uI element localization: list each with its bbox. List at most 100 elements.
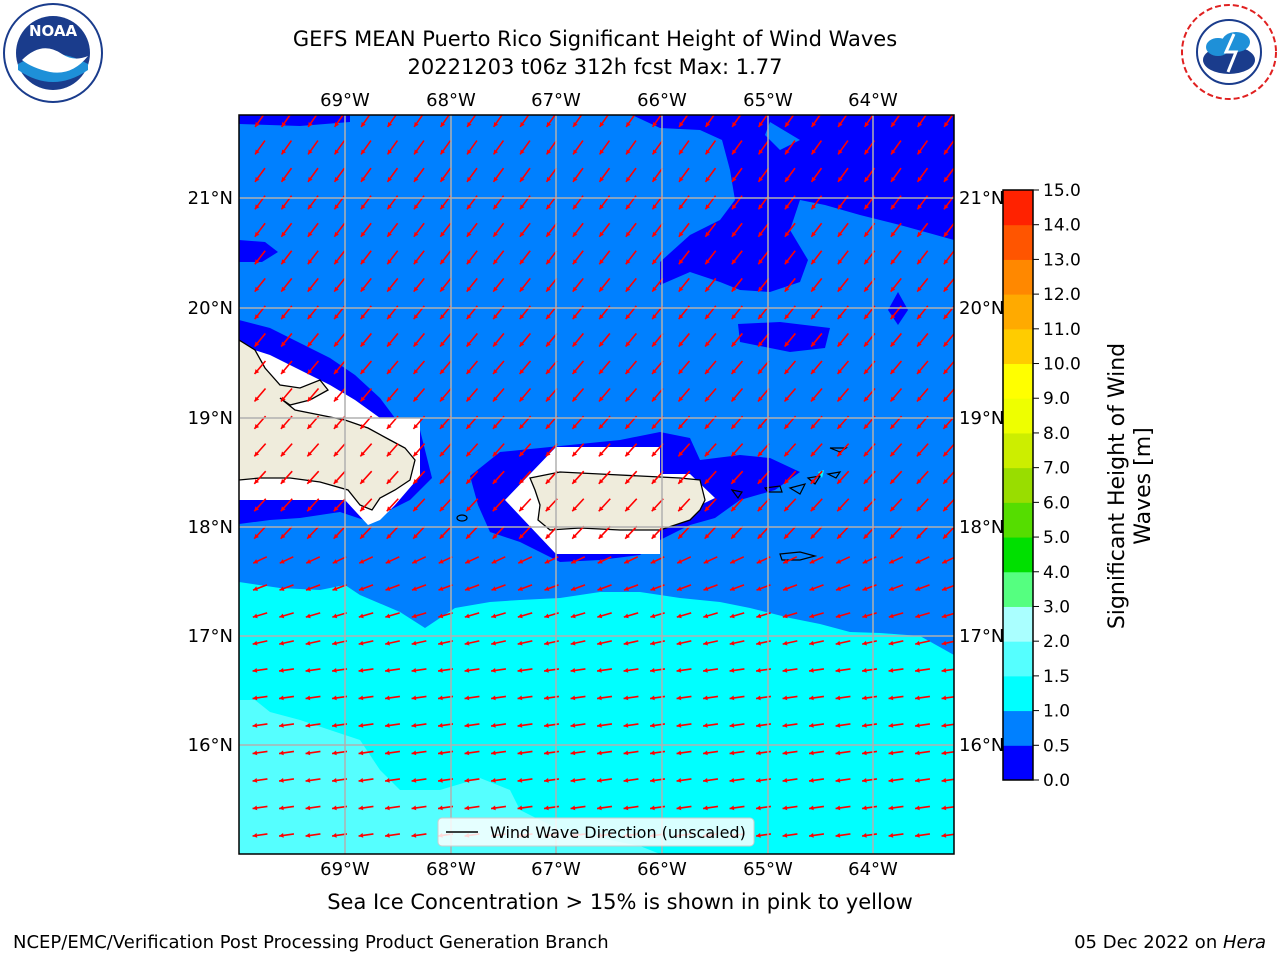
wave-direction-arrow xyxy=(862,640,877,646)
wave-direction-arrow xyxy=(278,668,295,673)
wave-direction-arrow xyxy=(704,332,717,348)
wave-direction-arrow xyxy=(306,443,320,457)
wave-direction-arrow xyxy=(598,443,611,457)
wave-direction-arrow xyxy=(386,277,399,293)
wave-direction-arrow xyxy=(360,167,372,183)
wave-direction-arrow xyxy=(413,140,425,155)
wave-direction-arrow xyxy=(305,833,321,838)
wave-direction-arrow xyxy=(492,470,505,485)
wave-direction-arrow xyxy=(783,525,797,540)
lon-label-bottom: 68°W xyxy=(426,859,476,880)
wave-direction-arrow xyxy=(519,140,531,155)
wave-direction-arrow xyxy=(783,470,797,485)
wave-direction-arrow xyxy=(782,723,798,728)
wave-direction-arrow xyxy=(306,388,320,402)
wave-direction-arrow xyxy=(784,250,796,265)
wave-direction-arrow xyxy=(572,250,584,265)
wave-direction-arrow xyxy=(810,332,823,348)
wave-direction-arrow xyxy=(305,584,321,591)
wave-direction-arrow xyxy=(360,222,372,238)
lon-label-bottom: 65°W xyxy=(743,859,793,880)
wave-direction-arrow xyxy=(384,778,401,783)
wave-direction-arrow xyxy=(676,640,692,646)
wave-direction-arrow xyxy=(651,250,664,265)
wave-direction-arrow xyxy=(492,360,505,375)
wave-direction-arrow xyxy=(412,443,426,457)
wave-direction-arrow xyxy=(280,498,293,512)
wave-direction-arrow xyxy=(305,640,321,646)
colorbar-swatch xyxy=(1003,745,1033,781)
wave-direction-arrow xyxy=(360,140,372,155)
wave-direction-arrow xyxy=(624,470,638,485)
wave-direction-arrow xyxy=(280,388,293,402)
colorbar-tick-label: 5.0 xyxy=(1043,528,1070,548)
wave-direction-arrow xyxy=(545,277,558,293)
wave-direction-arrow xyxy=(438,556,453,564)
wave-direction-arrow xyxy=(598,277,611,293)
wave-direction-arrow xyxy=(624,498,638,512)
wave-direction-arrow xyxy=(651,167,664,183)
wave-direction-arrow xyxy=(305,668,321,673)
wave-direction-arrow xyxy=(545,250,558,265)
wave-direction-arrow xyxy=(702,750,719,756)
wave-direction-arrow xyxy=(490,723,507,728)
sea-ice-note: Sea Ice Concentration > 15% is shown in … xyxy=(0,890,1280,914)
lon-label-top: 66°W xyxy=(637,90,687,111)
wave-direction-arrow xyxy=(491,584,506,591)
wave-direction-arrow xyxy=(890,277,902,293)
wave-direction-arrow xyxy=(385,612,400,619)
wave-direction-arrow xyxy=(332,584,347,591)
wave-direction-arrow xyxy=(703,640,718,646)
wave-direction-arrow xyxy=(412,498,426,512)
wave-direction-arrow xyxy=(517,805,533,811)
wave-direction-arrow xyxy=(704,388,717,402)
wave-direction-arrow xyxy=(280,470,293,485)
wave-direction-arrow xyxy=(439,222,452,238)
wave-direction-arrow xyxy=(861,778,878,783)
wave-direction-arrow xyxy=(439,277,452,293)
wave-direction-arrow xyxy=(676,723,692,728)
wave-direction-arrow xyxy=(677,525,691,540)
colorbar-label-line2: Waves [m] xyxy=(1131,427,1156,544)
wave-direction-arrow xyxy=(784,167,796,183)
wave-direction-arrow xyxy=(888,750,904,756)
colorbar-swatch xyxy=(1003,710,1033,746)
wave-direction-arrow xyxy=(915,612,930,619)
colorbar-tick-label: 11.0 xyxy=(1043,320,1081,340)
wave-direction-arrow xyxy=(517,556,533,564)
wave-direction-arrow xyxy=(465,525,479,540)
wave-direction-arrow xyxy=(492,140,505,155)
lat-label-left: 16°N xyxy=(188,735,233,756)
wave-direction-arrow xyxy=(333,277,346,293)
wave-direction-arrow xyxy=(464,640,480,646)
colorbar-tick-label: 3.0 xyxy=(1043,597,1070,617)
wave-direction-arrow xyxy=(862,556,877,564)
wave-direction-arrow xyxy=(386,360,399,375)
wave-direction-arrow xyxy=(861,750,878,756)
wave-direction-arrow xyxy=(252,695,268,701)
wave-direction-arrow xyxy=(757,277,770,293)
wave-direction-arrow xyxy=(835,695,851,701)
wave-direction-arrow xyxy=(307,140,319,155)
wave-direction-arrow xyxy=(545,167,558,183)
wave-direction-arrow xyxy=(916,525,929,540)
wave-direction-arrow xyxy=(333,443,346,457)
wave-direction-arrow xyxy=(519,277,531,293)
wave-direction-arrow xyxy=(704,498,717,512)
wave-direction-arrow xyxy=(888,723,904,728)
lon-label-top: 68°W xyxy=(426,90,476,111)
colorbar-tick-label: 0.0 xyxy=(1043,771,1070,791)
wave-direction-arrow xyxy=(624,525,638,540)
wave-direction-arrow xyxy=(518,498,532,512)
wave-direction-arrow xyxy=(465,388,479,402)
wave-direction-arrow xyxy=(888,612,904,619)
wave-direction-arrow xyxy=(519,222,531,238)
wave-direction-arrow xyxy=(730,470,744,485)
colorbar-swatch xyxy=(1003,294,1033,330)
wave-direction-arrow xyxy=(254,250,266,265)
wave-direction-arrow xyxy=(411,778,427,783)
wave-direction-arrow xyxy=(731,250,743,265)
wave-direction-arrow xyxy=(729,584,745,591)
wave-direction-arrow xyxy=(411,640,427,646)
wave-direction-arrow xyxy=(730,332,744,348)
